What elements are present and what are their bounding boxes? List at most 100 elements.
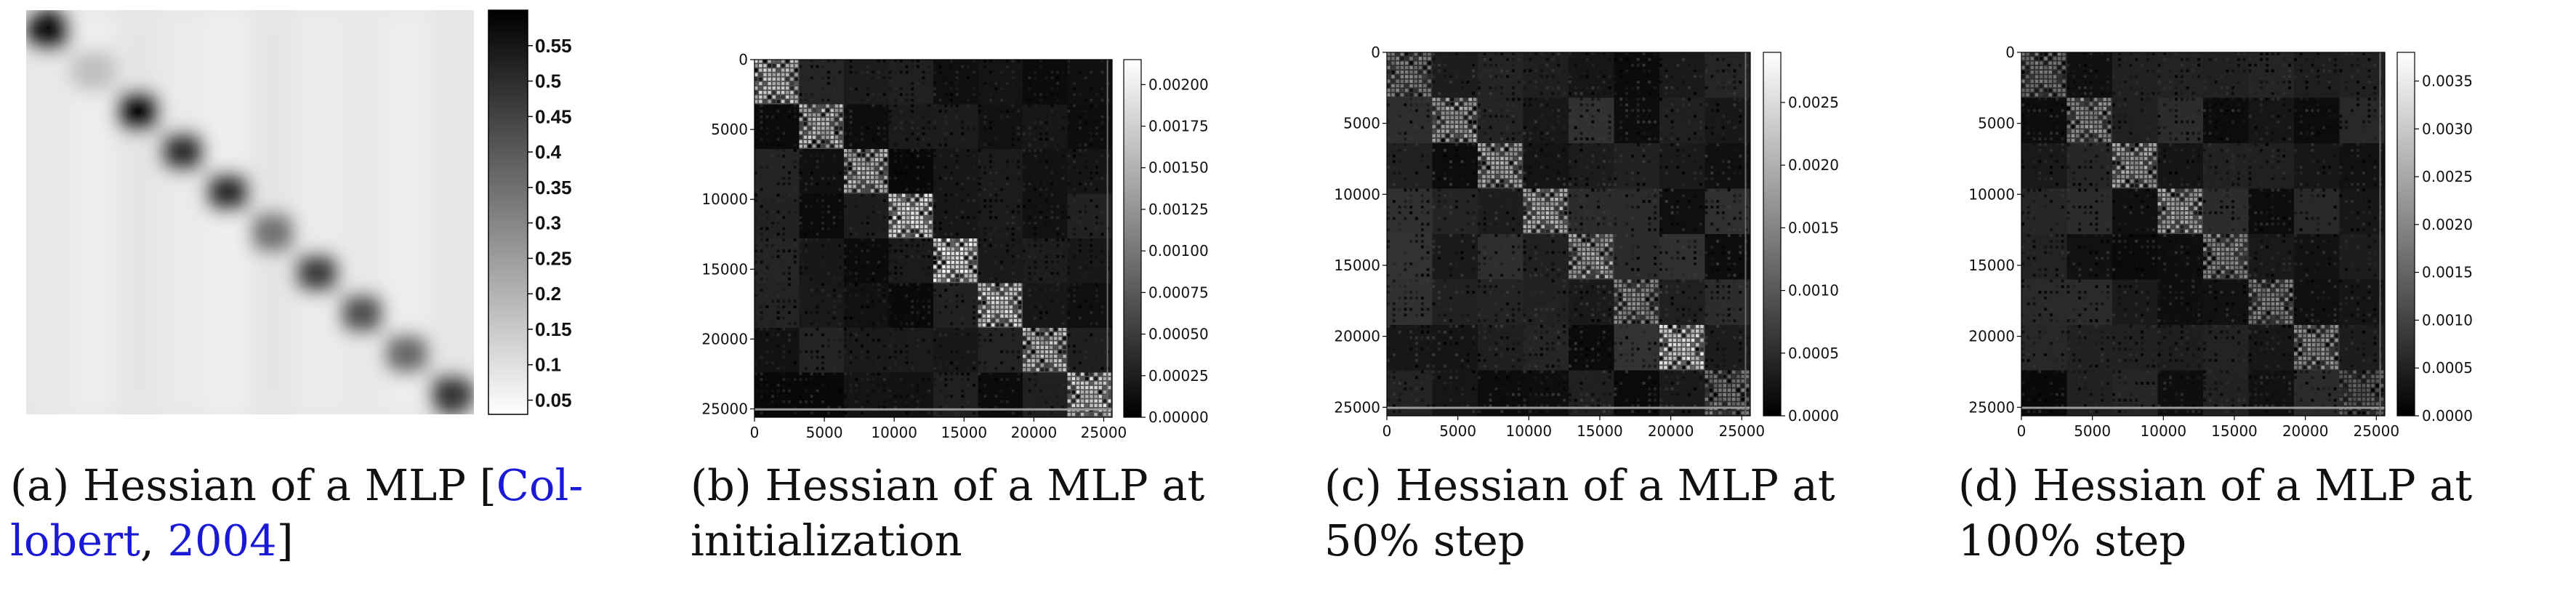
- heatmap-offdiag-texture: [1426, 132, 1430, 135]
- heatmap-diag-texture: [763, 73, 767, 76]
- heatmap-offdiag-texture: [1710, 109, 1714, 113]
- heatmap-offdiag-texture: [1438, 154, 1441, 158]
- heatmap-offdiag-texture: [955, 283, 959, 286]
- heatmap-offdiag-texture: [1517, 194, 1521, 198]
- heatmap-diag-texture: [884, 175, 887, 180]
- heatmap-diag-texture: [986, 287, 991, 292]
- heatmap-diag-texture: [959, 243, 964, 246]
- panel-a: 0.55 0.5 0.45 0.4 0.35 0.3 0.25 0.2 0.15 0.1 0.05 …: [0, 0, 644, 599]
- heatmap-diag-texture: [978, 292, 981, 296]
- heatmap-diag-texture: [1013, 292, 1018, 296]
- heatmap-offdiag-texture: [1551, 251, 1555, 254]
- heatmap-offdiag-texture: [1039, 310, 1042, 314]
- heatmap-offdiag-texture: [1472, 69, 1476, 73]
- heatmap-diag-texture: [1054, 337, 1058, 340]
- colorbar-tick-label: 0.00075: [1148, 284, 1209, 301]
- heatmap-offdiag-texture: [1721, 57, 1725, 61]
- heatmap-offdiag-texture: [888, 121, 892, 124]
- heatmap-offdiag-texture: [1489, 75, 1492, 79]
- heatmap-offdiag-texture: [1067, 316, 1071, 320]
- heatmap-offdiag-texture: [1563, 342, 1566, 345]
- heatmap-diag-texture: [911, 225, 914, 228]
- heatmap-offdiag-texture: [905, 182, 909, 185]
- heatmap-offdiag-texture: [1608, 353, 1611, 356]
- heatmap-offdiag-texture: [1511, 245, 1515, 249]
- heatmap-offdiag-texture: [1574, 302, 1577, 305]
- heatmap-offdiag-texture: [849, 132, 853, 135]
- heatmap-offdiag-texture: [776, 177, 780, 180]
- heatmap-offdiag-texture: [1699, 137, 1702, 141]
- heatmap-diag-texture: [772, 60, 776, 63]
- heatmap-offdiag-texture: [978, 339, 981, 342]
- heatmap-diag-texture: [1036, 337, 1039, 340]
- heatmap-offdiag-texture: [1392, 376, 1396, 379]
- heatmap-diag-texture: [861, 158, 866, 161]
- heatmap-diag-texture: [1532, 188, 1536, 192]
- colorbar-a-tick-label: 0.2: [535, 283, 561, 305]
- heatmap-offdiag-texture: [1000, 227, 1004, 230]
- heatmap-offdiag-texture: [1693, 57, 1696, 61]
- heatmap-offdiag-texture: [1489, 234, 1492, 237]
- heatmap-offdiag-texture: [1404, 251, 1407, 254]
- heatmap-diag-texture: [1090, 372, 1093, 376]
- heatmap-offdiag-texture: [1710, 257, 1714, 260]
- heatmap-offdiag-texture: [1574, 342, 1577, 345]
- heatmap-diag-texture: [1067, 412, 1071, 417]
- heatmap-offdiag-texture: [805, 350, 808, 353]
- heatmap-offdiag-texture: [1659, 63, 1662, 67]
- heatmap-offdiag-texture: [1067, 110, 1071, 113]
- heatmap-offdiag-texture: [1676, 376, 1680, 379]
- heatmap-diag-texture: [1464, 107, 1468, 110]
- heatmap-offdiag-texture: [933, 104, 936, 108]
- heatmap-offdiag-texture: [983, 104, 987, 108]
- heatmap-diag-texture: [866, 180, 870, 184]
- heatmap-offdiag-texture: [844, 406, 847, 409]
- heatmap-offdiag-texture: [1693, 114, 1696, 118]
- heatmap-offdiag-texture: [1670, 211, 1674, 214]
- heatmap-diag-texture: [942, 270, 946, 273]
- heatmap-offdiag-texture: [922, 238, 925, 241]
- heatmap-offdiag-texture: [1659, 154, 1662, 158]
- heatmap-diag-texture: [933, 278, 937, 282]
- heatmap-diag-texture: [938, 274, 941, 278]
- heatmap-offdiag-texture: [1670, 273, 1674, 277]
- heatmap-diag-texture: [951, 252, 955, 255]
- heatmap-offdiag-texture: [765, 289, 769, 292]
- heatmap-offdiag-texture: [1670, 188, 1674, 192]
- heatmap-offdiag-texture: [961, 322, 965, 326]
- heatmap-offdiag-texture: [1721, 132, 1725, 135]
- heatmap-offdiag-texture: [872, 233, 875, 236]
- heatmap-offdiag-texture: [1642, 177, 1646, 180]
- heatmap-offdiag-texture: [994, 87, 998, 91]
- heatmap-offdiag-texture: [888, 260, 892, 264]
- caption-a-cite-year[interactable]: 2004: [167, 515, 277, 566]
- heatmap-offdiag-texture: [1693, 251, 1696, 254]
- heatmap-diag-texture: [1000, 287, 1004, 292]
- heatmap-offdiag-texture: [1483, 63, 1486, 67]
- heatmap-offdiag-texture: [1426, 404, 1430, 408]
- heatmap-diag-texture: [853, 158, 856, 161]
- heatmap-diag-texture: [946, 260, 950, 265]
- heatmap-offdiag-texture: [933, 65, 936, 68]
- heatmap-offdiag-texture: [1011, 126, 1015, 130]
- heatmap-offdiag-texture: [1426, 97, 1430, 101]
- heatmap-offdiag-texture: [861, 76, 864, 79]
- heatmap-offdiag-texture: [754, 372, 757, 376]
- heatmap-offdiag-texture: [776, 143, 780, 147]
- heatmap-offdiag-texture: [1045, 154, 1048, 158]
- heatmap-offdiag-texture: [1688, 393, 1691, 396]
- heatmap-diag-texture: [928, 202, 933, 206]
- caption-a-cite-author-cont[interactable]: lobert: [10, 515, 140, 566]
- heatmap-diag-texture: [1428, 71, 1431, 74]
- heatmap-diag-texture: [928, 198, 933, 202]
- heatmap-offdiag-texture: [916, 244, 919, 247]
- heatmap-offdiag-texture: [1716, 148, 1720, 152]
- heatmap-offdiag-texture: [1028, 294, 1031, 297]
- heatmap-offdiag-texture: [1034, 121, 1037, 124]
- heatmap-offdiag-texture: [872, 378, 875, 382]
- caption-a-cite-author[interactable]: Col-: [496, 460, 584, 510]
- heatmap-offdiag-texture: [961, 87, 965, 91]
- heatmap-diag-texture: [826, 108, 829, 113]
- heatmap-offdiag-texture: [1078, 71, 1082, 74]
- heatmap-offdiag-texture: [1648, 205, 1651, 209]
